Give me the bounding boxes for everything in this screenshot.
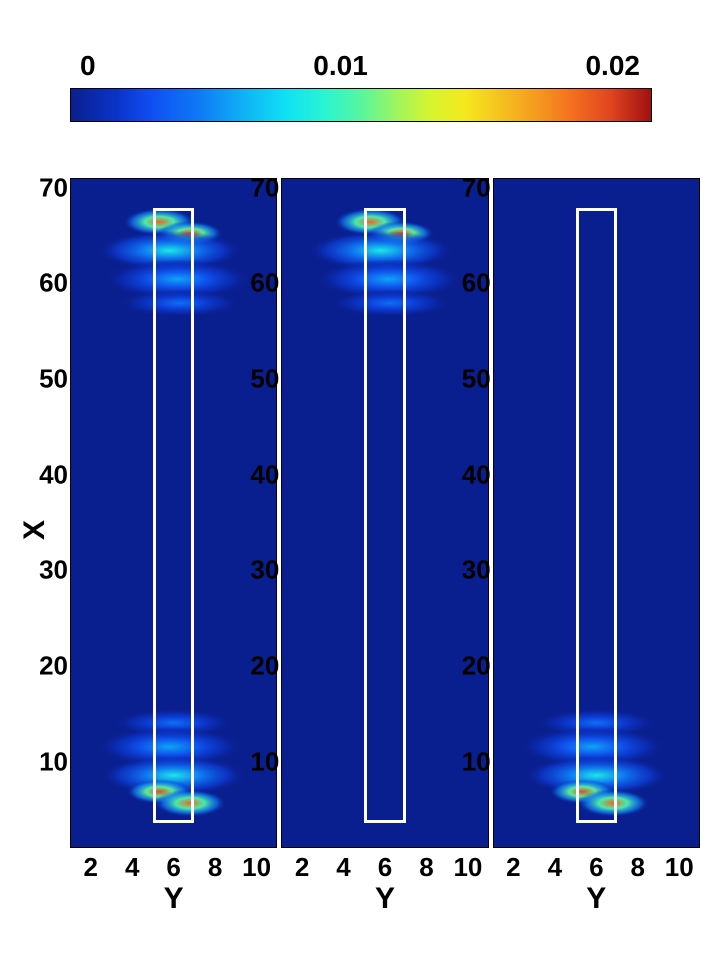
y-tick: 6 bbox=[589, 852, 603, 883]
x-tick-labels: 10203040506070 bbox=[231, 178, 279, 848]
x-tick: 60 bbox=[250, 268, 279, 299]
y-tick: 10 bbox=[453, 852, 482, 883]
y-tick: 6 bbox=[378, 852, 392, 883]
x-tick: 70 bbox=[462, 172, 491, 203]
y-tick: 8 bbox=[208, 852, 222, 883]
roi-rectangle bbox=[364, 208, 405, 824]
y-tick: 4 bbox=[336, 852, 350, 883]
x-tick: 10 bbox=[250, 746, 279, 777]
y-tick: 6 bbox=[166, 852, 180, 883]
colorbar-tick-0: 0 bbox=[80, 50, 96, 82]
roi-rectangle bbox=[576, 208, 617, 824]
colorbar-tick-2: 0.02 bbox=[585, 50, 640, 82]
x-tick: 20 bbox=[39, 651, 68, 682]
roi-rectangle bbox=[153, 208, 194, 824]
figure: X 0 0.01 0.02 10203040506070246810Y10203… bbox=[0, 0, 721, 958]
x-tick: 10 bbox=[462, 746, 491, 777]
x-tick: 60 bbox=[462, 268, 491, 299]
y-axis-label: Y bbox=[375, 882, 395, 916]
x-tick: 40 bbox=[462, 459, 491, 490]
x-tick: 40 bbox=[250, 459, 279, 490]
y-tick: 8 bbox=[419, 852, 433, 883]
panel-right: 10203040506070246810Y bbox=[493, 178, 700, 918]
y-axis-label: Y bbox=[164, 882, 184, 916]
x-tick: 50 bbox=[462, 364, 491, 395]
x-tick: 60 bbox=[39, 268, 68, 299]
colorbar-tick-labels: 0 0.01 0.02 bbox=[70, 50, 650, 88]
x-tick: 40 bbox=[39, 459, 68, 490]
y-tick: 10 bbox=[242, 852, 271, 883]
x-tick: 70 bbox=[39, 172, 68, 203]
x-tick-labels: 10203040506070 bbox=[20, 178, 68, 848]
x-tick: 30 bbox=[39, 555, 68, 586]
y-tick: 4 bbox=[125, 852, 139, 883]
x-tick: 70 bbox=[250, 172, 279, 203]
colorbar-gradient bbox=[70, 88, 652, 122]
x-tick: 30 bbox=[462, 555, 491, 586]
y-tick: 10 bbox=[665, 852, 694, 883]
x-tick: 10 bbox=[39, 746, 68, 777]
panel-row: 10203040506070246810Y1020304050607024681… bbox=[70, 178, 700, 918]
plot-area bbox=[493, 178, 700, 848]
x-tick: 20 bbox=[462, 651, 491, 682]
y-tick: 2 bbox=[506, 852, 520, 883]
x-tick: 20 bbox=[250, 651, 279, 682]
colorbar: 0 0.01 0.02 bbox=[70, 50, 650, 122]
y-tick: 2 bbox=[83, 852, 97, 883]
x-tick: 30 bbox=[250, 555, 279, 586]
y-tick: 2 bbox=[295, 852, 309, 883]
y-tick: 8 bbox=[631, 852, 645, 883]
x-tick: 50 bbox=[250, 364, 279, 395]
x-tick-labels: 10203040506070 bbox=[443, 178, 491, 848]
colorbar-tick-1: 0.01 bbox=[313, 50, 368, 82]
x-tick: 50 bbox=[39, 364, 68, 395]
y-axis-label: Y bbox=[586, 882, 606, 916]
y-tick: 4 bbox=[548, 852, 562, 883]
